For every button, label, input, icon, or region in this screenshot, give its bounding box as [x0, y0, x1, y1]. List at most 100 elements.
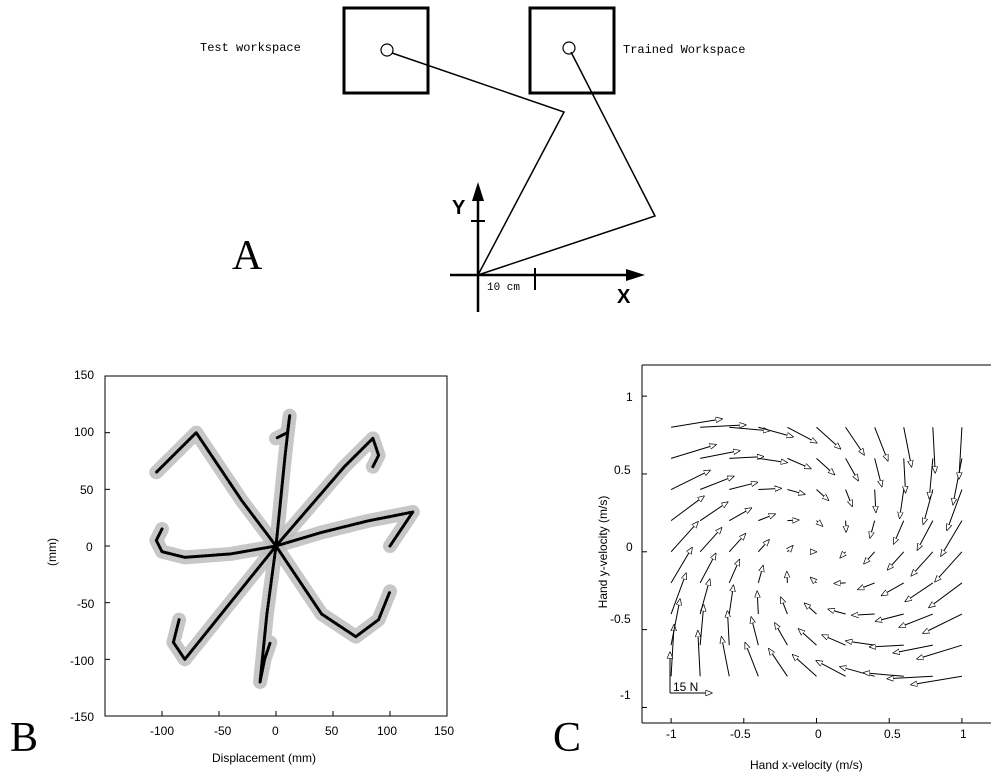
c-force-arrow	[816, 661, 846, 677]
c-force-arrow	[758, 426, 793, 437]
c-ytick: -1	[620, 688, 631, 702]
c-force-arrow	[699, 502, 728, 522]
c-force-arrow	[721, 637, 730, 677]
c-force-arrow	[846, 641, 875, 646]
c-force-arrow	[670, 470, 710, 490]
b-ytick: 150	[74, 368, 95, 382]
c-force-arrow	[840, 552, 845, 558]
c-force-arrow	[729, 426, 769, 431]
c-force-arrow	[793, 655, 817, 677]
trained-target	[562, 41, 576, 55]
c-xtick: -1	[666, 727, 677, 741]
c-force-arrow	[929, 458, 934, 498]
c-force-arrow	[828, 609, 846, 615]
c-force-arrow	[864, 673, 904, 677]
c-force-arrow	[845, 458, 859, 480]
c-force-arrow	[875, 489, 876, 513]
c-force-arrow	[935, 551, 963, 582]
c-ytick: 0.5	[614, 463, 631, 477]
c-ytick: -0.5	[610, 612, 631, 626]
trained-arm	[477, 51, 657, 276]
c-force-arrow	[787, 489, 804, 495]
c-force-arrow	[699, 605, 704, 646]
b-xtick: 150	[434, 724, 455, 738]
c-force-arrow	[845, 426, 865, 455]
c-force-arrow	[816, 458, 835, 474]
c-force-arrow	[729, 457, 763, 459]
c-force-arrow	[817, 521, 823, 526]
b-ytick: 100	[74, 425, 95, 439]
c-force-arrow	[699, 554, 716, 584]
c-force-arrow	[671, 419, 722, 428]
c-force-arrow	[834, 583, 846, 584]
trained-workspace-label: Trained Workspace	[623, 43, 746, 57]
b-trajectory	[274, 436, 381, 548]
c-force-arrow	[876, 613, 904, 621]
c-force-arrow	[775, 623, 788, 646]
b-ytick: -100	[70, 654, 95, 668]
c-force-arrow	[816, 489, 829, 501]
c-force-arrow	[758, 457, 787, 462]
c-force-arrow	[670, 445, 716, 459]
b-trajectory	[154, 431, 278, 548]
c-ytick: 1	[626, 390, 633, 404]
c-force-arrow	[699, 476, 734, 490]
c-force-arrow	[917, 520, 934, 550]
c-ytick: 0	[626, 540, 633, 554]
c-xtick: 0.5	[884, 727, 901, 741]
x-arrow	[626, 269, 645, 281]
c-force-arrow	[846, 520, 847, 532]
b-ytick: 50	[80, 483, 94, 497]
c-force-arrow	[757, 540, 769, 553]
c-force-arrow	[900, 489, 905, 519]
c-force-arrow	[728, 560, 739, 584]
b-trajectory	[274, 510, 415, 548]
y-arrow	[472, 182, 484, 201]
c-force-arrow	[904, 458, 906, 492]
c-force-arrow	[787, 520, 798, 521]
c-force-arrow	[670, 573, 686, 615]
c-xtick: -0.5	[730, 727, 751, 741]
c-force-arrow	[870, 645, 904, 647]
x-axis-label: X	[617, 286, 631, 308]
c-force-arrow	[751, 617, 759, 646]
c-force-arrow	[852, 614, 875, 615]
c-force-arrow	[953, 458, 963, 504]
c-force-arrow	[941, 520, 963, 556]
c-force-arrow	[874, 427, 888, 461]
c-force-arrow	[781, 597, 788, 615]
b-ytick: -50	[77, 597, 95, 611]
panel-letter-c: C	[553, 715, 582, 761]
c-force-arrow	[787, 426, 816, 443]
c-force-arrow	[858, 582, 875, 590]
c-force-arrow	[670, 548, 692, 584]
c-force-arrow	[758, 514, 775, 522]
c-force-arrow	[923, 613, 963, 633]
test-workspace-label: Test workspace	[200, 41, 301, 55]
trained-workspace-box	[528, 6, 616, 95]
c-force-arrow	[811, 578, 817, 583]
b-ytick: -150	[70, 710, 95, 724]
c-force-arrow	[729, 508, 751, 522]
b-trajectory	[274, 414, 292, 548]
c-force-arrow	[787, 572, 788, 583]
c-scale-label: 15 N	[673, 680, 699, 694]
c-force-arrow	[816, 426, 841, 449]
c-force-arrow	[899, 613, 934, 627]
c-force-arrow	[870, 520, 876, 538]
c-force-arrow	[799, 629, 817, 646]
c-force-arrow	[845, 489, 853, 507]
b-trajectory	[258, 544, 278, 684]
c-force-arrow	[699, 579, 710, 615]
c-force-arrow	[698, 631, 700, 677]
b-trajectory	[274, 544, 392, 639]
c-force-arrow	[745, 643, 759, 677]
c-force-arrow	[959, 427, 962, 479]
y-axis-label: Y	[452, 197, 466, 219]
c-force-arrow	[729, 482, 757, 491]
c-force-arrow	[822, 635, 846, 646]
c-force-arrow	[905, 582, 934, 602]
c-force-arrow	[874, 458, 882, 486]
